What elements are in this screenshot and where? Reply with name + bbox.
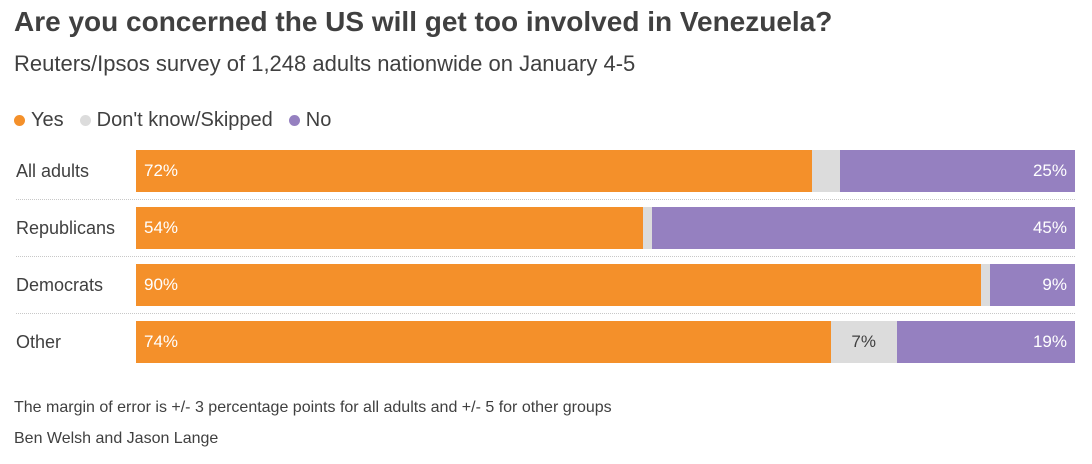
data-label-no: 45% — [1032, 218, 1067, 237]
bar-segment-don-t-know-skipped — [981, 264, 991, 306]
byline-credit: Ben Welsh and Jason Lange — [14, 430, 219, 447]
legend-item-dont-know: Don't know/Skipped — [79, 108, 273, 132]
data-label-no: 19% — [1032, 332, 1067, 351]
bar-segment-yes: 90% — [136, 264, 982, 306]
bar-segment-no: 19% — [896, 321, 1075, 363]
data-label-yes: 54% — [144, 218, 179, 237]
bar-segment-no: 45% — [652, 207, 1075, 249]
data-label-yes: 74% — [144, 332, 179, 351]
bar-segment-yes: 74% — [136, 321, 831, 363]
legend-label-yes: Yes — [31, 108, 64, 131]
data-label-no: 9% — [1042, 275, 1067, 294]
stacked-bar-chart: All adults 72% 25% Republicans 54% 45% Democra… — [0, 150, 1092, 372]
chart-title: Are you concerned the US will get too in… — [14, 6, 833, 37]
bar-segment-no: 9% — [990, 264, 1075, 306]
legend-item-yes: Yes — [14, 109, 64, 132]
row-divider — [16, 199, 1075, 200]
category-label-republicans: Republicans — [16, 218, 116, 238]
stacked-bar: 72% 25% — [136, 150, 1075, 192]
bar-segment-yes: 54% — [136, 207, 644, 249]
stacked-bar: 74% 7% 19% — [136, 321, 1075, 363]
legend-item-no: No — [288, 108, 332, 132]
legend-label-dont-know: Don't know/Skipped — [96, 108, 273, 131]
legend-swatch-yes — [14, 114, 25, 126]
bar-segment-no: 25% — [840, 150, 1075, 192]
legend-swatch-no — [288, 114, 300, 126]
category-label-other: Other — [16, 332, 62, 352]
chart-subtitle: Reuters/Ipsos survey of 1,248 adults nat… — [14, 51, 636, 76]
category-label-all-adults: All adults — [16, 161, 90, 181]
legend: Yes Don't know/Skipped No — [14, 107, 347, 133]
stacked-bar: 54% 45% — [136, 207, 1075, 249]
legend-label-no: No — [305, 108, 332, 131]
bar-row-all-adults: All adults 72% 25% — [0, 150, 1092, 192]
legend-swatch-dont-know — [79, 114, 91, 126]
data-label-no: 25% — [1032, 161, 1067, 180]
data-label-yes: 90% — [144, 275, 179, 294]
data-label-don-t-know-skipped: 7% — [851, 332, 876, 351]
bar-row-republicans: Republicans 54% 45% — [0, 207, 1092, 249]
bar-row-other: Other 74% 7% 19% — [0, 321, 1092, 363]
row-divider — [16, 256, 1075, 257]
stacked-bar: 90% 9% — [136, 264, 1075, 306]
category-label-democrats: Democrats — [16, 275, 104, 295]
bar-segment-yes: 72% — [136, 150, 813, 192]
bar-segment-don-t-know-skipped: 7% — [830, 321, 897, 363]
data-label-yes: 72% — [144, 161, 179, 180]
row-divider — [16, 313, 1075, 314]
bar-segment-don-t-know-skipped — [643, 207, 653, 249]
bar-row-democrats: Democrats 90% 9% — [0, 264, 1092, 306]
bar-segment-don-t-know-skipped — [812, 150, 841, 192]
margin-of-error-note: The margin of error is +/- 3 percentage … — [14, 399, 612, 416]
